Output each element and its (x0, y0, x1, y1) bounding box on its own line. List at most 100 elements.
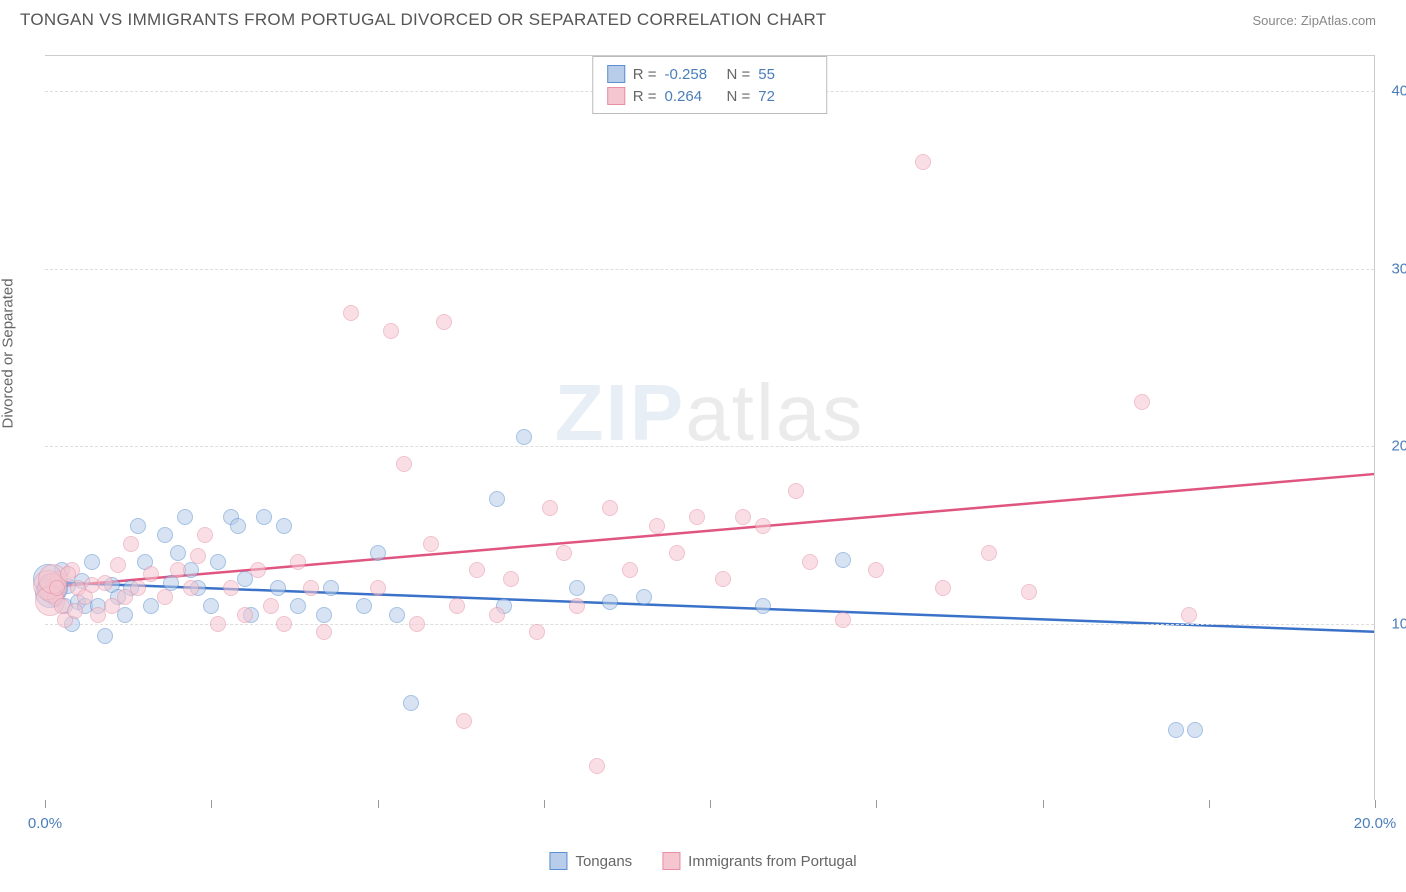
data-point (569, 580, 585, 596)
data-point (602, 500, 618, 516)
data-point (276, 518, 292, 534)
data-point (203, 598, 219, 614)
data-point (170, 562, 186, 578)
chart-plot-area: ZIPatlas 10.0%20.0%30.0%40.0%0.0%20.0% R… (45, 55, 1375, 800)
data-point (669, 545, 685, 561)
gridline (45, 269, 1374, 270)
data-point (516, 429, 532, 445)
data-point (1134, 394, 1150, 410)
data-point (67, 603, 83, 619)
data-point (323, 580, 339, 596)
data-point (276, 616, 292, 632)
data-point (290, 598, 306, 614)
y-tick-label: 30.0% (1391, 260, 1406, 277)
trend-lines (45, 56, 1374, 800)
chart-source: Source: ZipAtlas.com (1252, 13, 1376, 28)
data-point (935, 580, 951, 596)
data-point (97, 575, 113, 591)
data-point (403, 695, 419, 711)
data-point (788, 483, 804, 499)
data-point (981, 545, 997, 561)
chart-header: TONGAN VS IMMIGRANTS FROM PORTUGAL DIVOR… (0, 0, 1406, 36)
data-point (170, 545, 186, 561)
data-point (230, 518, 246, 534)
data-point (489, 491, 505, 507)
data-point (143, 566, 159, 582)
data-point (256, 509, 272, 525)
data-point (123, 536, 139, 552)
data-point (589, 758, 605, 774)
data-point (370, 545, 386, 561)
legend-swatch (662, 852, 680, 870)
data-point (622, 562, 638, 578)
data-point (396, 456, 412, 472)
data-point (735, 509, 751, 525)
legend-r-label: R = (633, 66, 657, 83)
data-point (529, 624, 545, 640)
data-point (469, 562, 485, 578)
data-point (356, 598, 372, 614)
data-point (449, 598, 465, 614)
data-point (117, 607, 133, 623)
series-legend-item: Immigrants from Portugal (662, 852, 856, 870)
scatter-plot: ZIPatlas 10.0%20.0%30.0%40.0%0.0%20.0% (45, 56, 1374, 800)
legend-row: R =-0.258N =55 (607, 63, 813, 85)
data-point (755, 598, 771, 614)
data-point (130, 518, 146, 534)
data-point (409, 616, 425, 632)
x-tick (45, 800, 46, 808)
data-point (84, 554, 100, 570)
x-tick (1375, 800, 1376, 808)
data-point (270, 580, 286, 596)
data-point (343, 305, 359, 321)
data-point (157, 527, 173, 543)
data-point (303, 580, 319, 596)
legend-r-value: 0.264 (665, 88, 719, 105)
data-point (835, 612, 851, 628)
legend-n-label: N = (727, 88, 751, 105)
x-tick-label: 20.0% (1354, 815, 1397, 832)
data-point (636, 589, 652, 605)
data-point (97, 628, 113, 644)
data-point (802, 554, 818, 570)
data-point (569, 598, 585, 614)
data-point (835, 552, 851, 568)
series-legend-item: Tongans (549, 852, 632, 870)
x-tick (710, 800, 711, 808)
series-legend-label: Immigrants from Portugal (688, 853, 856, 870)
series-legend-label: Tongans (575, 853, 632, 870)
data-point (542, 500, 558, 516)
data-point (1181, 607, 1197, 623)
gridline (45, 446, 1374, 447)
data-point (250, 562, 266, 578)
data-point (456, 713, 472, 729)
x-tick (378, 800, 379, 808)
legend-swatch (607, 65, 625, 83)
data-point (263, 598, 279, 614)
data-point (489, 607, 505, 623)
x-tick-label: 0.0% (28, 815, 62, 832)
data-point (503, 571, 519, 587)
legend-r-label: R = (633, 88, 657, 105)
data-point (436, 314, 452, 330)
data-point (1021, 584, 1037, 600)
x-tick (876, 800, 877, 808)
gridline (45, 624, 1374, 625)
data-point (210, 554, 226, 570)
legend-row: R =0.264N =72 (607, 85, 813, 107)
data-point (1187, 722, 1203, 738)
x-tick (211, 800, 212, 808)
legend-n-label: N = (727, 66, 751, 83)
data-point (316, 607, 332, 623)
x-tick (1043, 800, 1044, 808)
chart-title: TONGAN VS IMMIGRANTS FROM PORTUGAL DIVOR… (20, 10, 827, 30)
x-tick (544, 800, 545, 808)
data-point (715, 571, 731, 587)
data-point (689, 509, 705, 525)
data-point (868, 562, 884, 578)
data-point (915, 154, 931, 170)
legend-swatch (549, 852, 567, 870)
data-point (130, 580, 146, 596)
data-point (223, 580, 239, 596)
y-tick-label: 40.0% (1391, 83, 1406, 100)
